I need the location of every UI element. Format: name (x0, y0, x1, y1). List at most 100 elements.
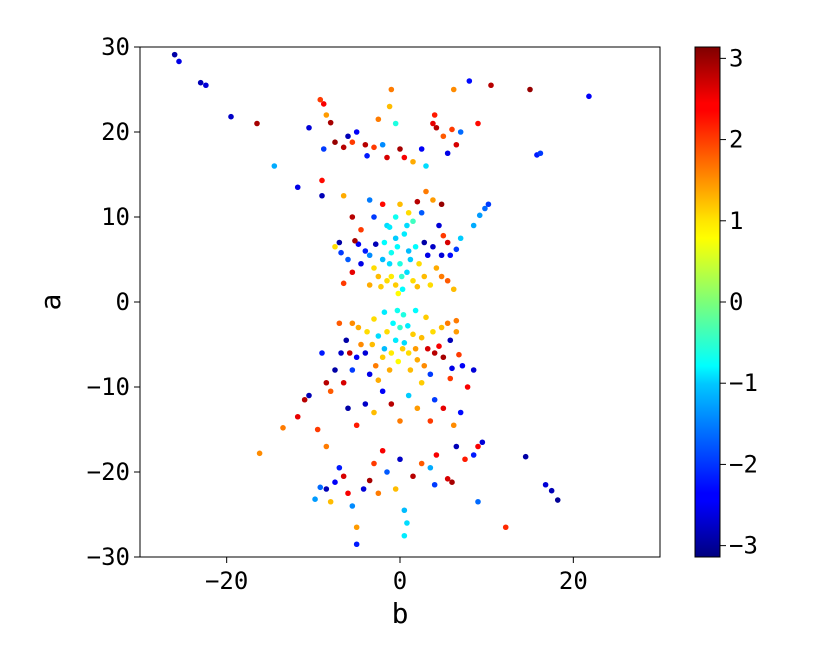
scatter-point (364, 328, 370, 335)
scatter-point (414, 283, 421, 290)
scatter-point (362, 350, 369, 356)
scatter-point (444, 476, 451, 482)
scatter-point (414, 198, 421, 205)
scatter-point (301, 396, 308, 403)
scatter-point (433, 124, 440, 131)
y-tick-label: 0 (116, 288, 130, 316)
scatter-point (407, 256, 414, 263)
scatter-point (340, 280, 347, 287)
scatter-point (317, 96, 324, 103)
scatter-point (404, 222, 410, 229)
scatter-point (431, 396, 438, 403)
scatter-point (323, 379, 330, 386)
scatter-point (449, 365, 455, 372)
scatter-point (366, 252, 373, 259)
scatter-point (320, 146, 327, 152)
scatter-point (464, 384, 471, 390)
scatter-point (453, 141, 460, 148)
scatter-point (554, 497, 561, 503)
scatter-point (421, 273, 428, 280)
scatter-point (345, 405, 351, 412)
scatter-point (431, 481, 438, 488)
scatter-point (345, 133, 351, 140)
scatter-point (421, 362, 428, 369)
scatter-point (349, 503, 356, 509)
colorbar-ticks: −3 −2 −1 0 1 2 3 (720, 44, 758, 560)
scatter-point (397, 146, 403, 152)
scatter-point (412, 307, 419, 314)
y-tick-label: −30 (87, 543, 130, 571)
scatter-point (371, 265, 377, 271)
scatter-point (450, 286, 457, 293)
scatter-point (397, 260, 403, 267)
scatter-point (397, 324, 403, 331)
scatter-point (453, 317, 460, 324)
scatter-point (362, 141, 369, 148)
colorbar (694, 46, 721, 558)
scatter-point (548, 487, 555, 494)
scatter-point (371, 316, 377, 322)
scatter-point (319, 350, 325, 356)
scatter-point (449, 126, 455, 133)
scatter-point (388, 273, 395, 280)
scatter-point (414, 357, 421, 363)
scatter-point (366, 282, 373, 288)
scatter-point (371, 214, 377, 220)
scatter-point (537, 150, 544, 157)
scatter-point (418, 379, 425, 386)
y-tick-label: 10 (101, 203, 130, 231)
scatter-point (440, 133, 447, 140)
scatter-point (457, 409, 464, 416)
scatter-point (427, 464, 434, 471)
scatter-point (332, 139, 338, 145)
scatter-point (319, 192, 325, 199)
scatter-point (294, 413, 301, 420)
scatter-point (427, 282, 434, 288)
scatter-point (405, 209, 412, 216)
scatter-point (400, 311, 407, 318)
scatter-point (392, 235, 399, 242)
scatter-point (394, 243, 401, 250)
scatter-point (371, 144, 377, 151)
scatter-point (450, 422, 457, 429)
scatter-point (401, 507, 408, 514)
scatter-point (586, 93, 592, 100)
scatter-point (345, 256, 351, 263)
plot-frame (139, 46, 661, 558)
scatter-point (399, 345, 406, 352)
scatter-point (395, 290, 402, 297)
scatter-point (323, 443, 330, 450)
scatter-point (470, 367, 477, 373)
scatter-point (371, 460, 377, 467)
scatter-point (349, 320, 356, 327)
scatter-point (366, 371, 373, 378)
scatter-point (457, 235, 464, 242)
scatter-point (364, 153, 370, 159)
scatter-point (416, 260, 422, 267)
scatter-point (332, 479, 338, 486)
scatter-point (379, 388, 386, 395)
scatter-point (440, 232, 447, 239)
scatter-point (444, 320, 451, 327)
scatter-point (449, 479, 455, 486)
scatter-point (379, 354, 386, 361)
colorbar-tick-label: 0 (729, 288, 743, 316)
scatter-point (355, 324, 362, 331)
scatter-point (372, 241, 379, 247)
y-axis-label: a (34, 294, 67, 311)
colorbar-tick-label: −1 (729, 369, 758, 397)
scatter-point (405, 392, 412, 399)
scatter-point (392, 337, 399, 344)
scatter-point (388, 401, 395, 407)
scatter-point (378, 283, 384, 290)
scatter-point (423, 163, 429, 169)
scatter-points (171, 51, 592, 548)
scatter-point (323, 486, 330, 492)
scatter-point (336, 239, 343, 246)
scatter-point (395, 358, 402, 365)
scatter-point (306, 124, 312, 131)
scatter-point (388, 350, 395, 356)
scatter-point (456, 351, 462, 358)
scatter-point (401, 154, 408, 161)
